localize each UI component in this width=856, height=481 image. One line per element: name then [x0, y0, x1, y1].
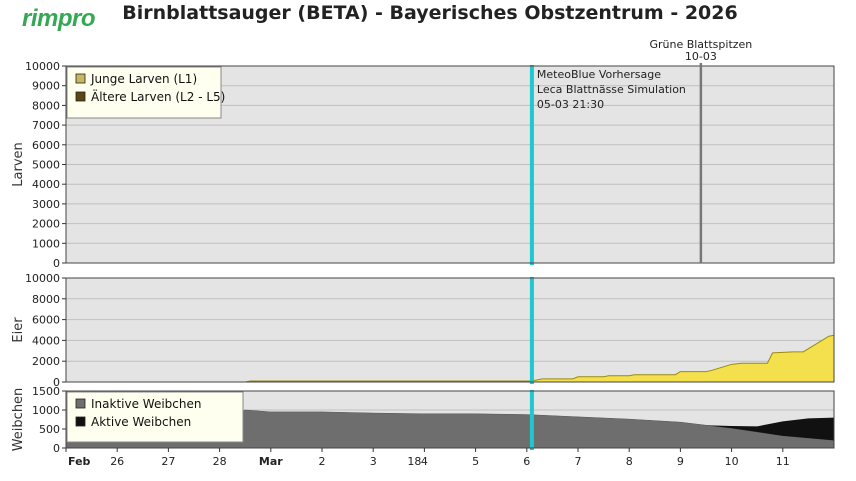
legend-box [66, 66, 222, 119]
legend-label: Ältere Larven (L2 - L5) [91, 89, 225, 104]
legend-swatch [75, 416, 86, 427]
y-tick-label: 9000 [32, 80, 60, 93]
y-tick-label: 0 [53, 442, 60, 455]
x-tick-label: 4 [421, 455, 428, 468]
y-axis-label: Eier [11, 317, 26, 343]
x-tick-label: Feb [68, 455, 91, 468]
y-tick-label: 0 [53, 257, 60, 270]
x-tick-label: 5 [472, 455, 479, 468]
x-tick-label: 8 [626, 455, 633, 468]
legend-label: Inaktive Weibchen [91, 397, 201, 411]
y-tick-label: 3000 [32, 198, 60, 211]
y-tick-label: 4000 [32, 178, 60, 191]
y-tick-label: 10000 [25, 60, 60, 73]
y-tick-label: 8000 [32, 293, 60, 306]
y-tick-label: 500 [39, 423, 60, 436]
y-tick-label: 1500 [32, 385, 60, 398]
x-tick-label: 26 [110, 455, 124, 468]
legend-swatch [75, 91, 86, 102]
y-tick-label: 6000 [32, 139, 60, 152]
x-tick-label: 10 [725, 455, 739, 468]
legend-swatch [75, 398, 86, 409]
y-tick-label: 2000 [32, 355, 60, 368]
legend-box [66, 391, 244, 443]
y-tick-label: 6000 [32, 314, 60, 327]
eggs-area [66, 334, 835, 383]
event-date: 10-03 [685, 50, 717, 63]
plot-border [65, 277, 835, 383]
chart-title: Birnblattsauger (BETA) - Bayerisches Obs… [122, 2, 738, 24]
y-tick-label: 4000 [32, 334, 60, 347]
forecast-annotation: 05-03 21:30 [537, 98, 604, 111]
rimpro-logo: rimpro [22, 5, 96, 32]
legend-swatch [75, 73, 86, 84]
x-tick-label: 7 [575, 455, 582, 468]
forecast-annotation: Leca Blattnässe Simulation [537, 83, 686, 96]
y-tick-label: 10000 [25, 272, 60, 285]
y-axis-label: Weibchen [11, 388, 26, 452]
plot-border [65, 65, 835, 264]
legend-label: Junge Larven (L1) [90, 72, 197, 86]
y-tick-label: 1000 [32, 237, 60, 250]
x-tick-label: Mar [259, 455, 283, 468]
y-tick-label: 1000 [32, 404, 60, 417]
x-tick-label-extra: 18 [407, 455, 421, 468]
y-tick-label: 2000 [32, 218, 60, 231]
legend-label: Aktive Weibchen [91, 415, 191, 429]
x-tick-label: 2 [319, 455, 326, 468]
forecast-annotation: MeteoBlue Vorhersage [537, 68, 661, 81]
y-axis-label: Larven [11, 142, 26, 186]
x-tick-label: 9 [677, 455, 684, 468]
x-tick-label: 11 [776, 455, 790, 468]
x-tick-label: 6 [523, 455, 530, 468]
plot-border [65, 390, 835, 449]
y-tick-label: 8000 [32, 99, 60, 112]
x-tick-label: 3 [370, 455, 377, 468]
x-tick-label: 27 [161, 455, 175, 468]
y-tick-label: 5000 [32, 159, 60, 172]
x-tick-label: 28 [213, 455, 227, 468]
event-label: Grüne Blattspitzen [649, 38, 752, 51]
plot-background [66, 278, 834, 382]
y-tick-label: 7000 [32, 119, 60, 132]
y-tick-label: 0 [53, 376, 60, 389]
